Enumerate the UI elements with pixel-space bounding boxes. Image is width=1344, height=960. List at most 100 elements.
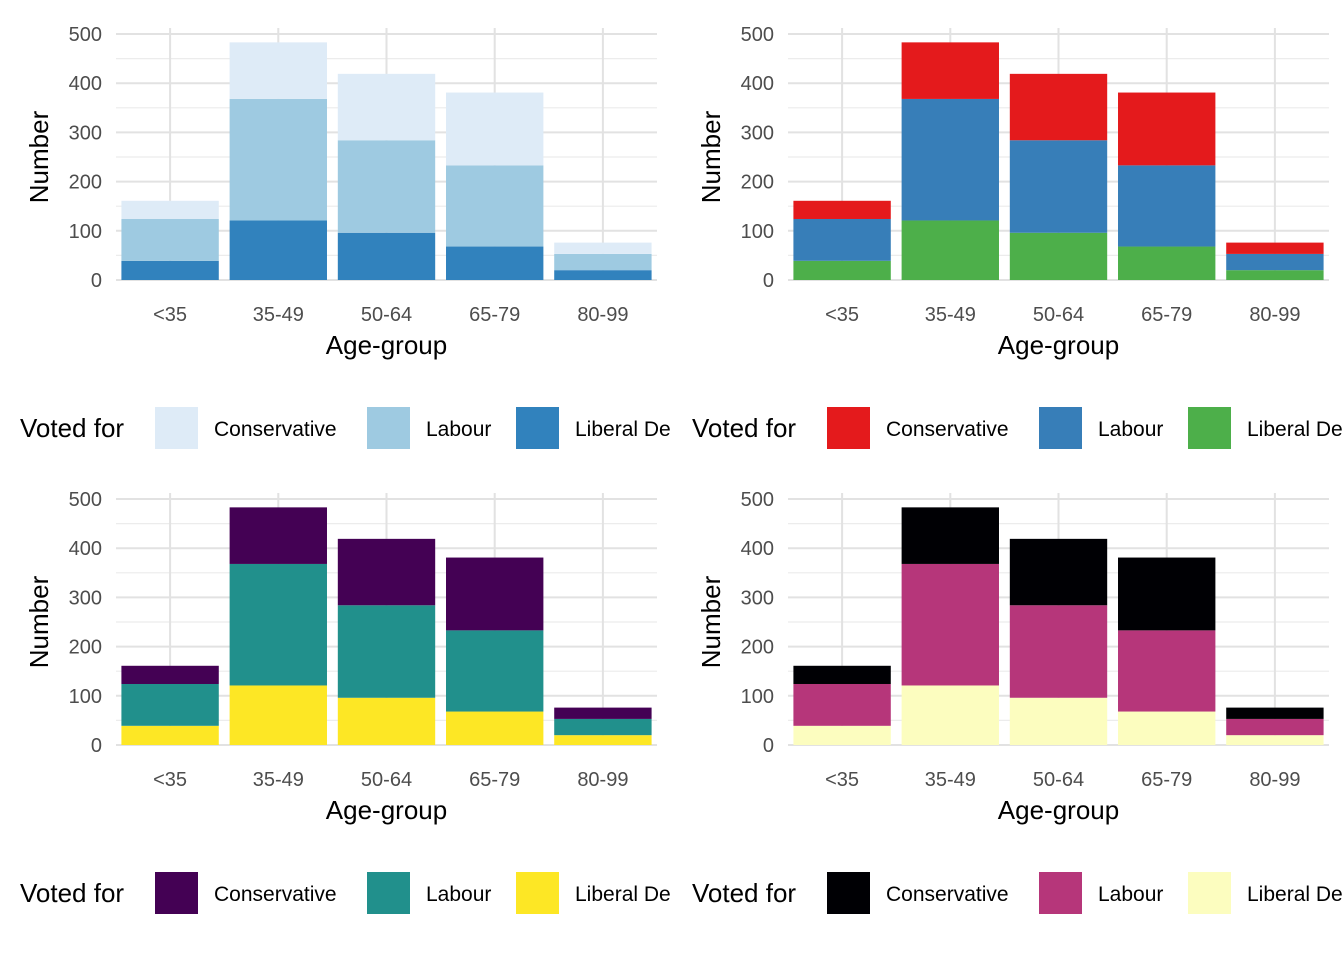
- bar-labour-lt35: [121, 218, 219, 261]
- y-tick-label: 0: [91, 270, 102, 292]
- bar-labour-80-99: [1226, 718, 1324, 736]
- bar-liberal-democrat-lt35: [793, 260, 891, 280]
- bar-labour-lt35: [121, 683, 219, 726]
- chart-svg: 0 100 200 300 400 500 <35 35-49 50-64 65-79 80-99 A…: [692, 489, 1344, 914]
- bar-labour-65-79: [1118, 165, 1216, 247]
- chart-svg: 0 100 200 300 400 500 <35 35-49 50-64 65-79 80-99 A…: [692, 24, 1344, 449]
- x-tick-label-lt35: <35: [825, 304, 859, 326]
- bar-conservative-50-64: [337, 538, 436, 606]
- bar-conservative-80-99: [1226, 707, 1324, 719]
- bar-labour-35-49: [229, 98, 327, 221]
- bar-labour-50-64: [1009, 140, 1108, 233]
- chart-panel-set1: 0 100 200 300 400 500 <35 35-49 50-64 65-79 80-99 A…: [672, 0, 1344, 480]
- bar-liberal-democrat-50-64: [337, 697, 436, 745]
- bar-conservative-65-79: [446, 92, 544, 166]
- bar-conservative-65-79: [1118, 557, 1216, 631]
- chart-svg: 0 100 200 300 400 500 <35 35-49 50-64 65-79 80-99 A…: [20, 489, 672, 914]
- bar-liberal-democrat-50-64: [1009, 697, 1108, 745]
- bar-conservative-50-64: [1009, 73, 1108, 141]
- bar-labour-80-99: [1226, 253, 1324, 271]
- bar-liberal-democrat-80-99: [1226, 270, 1324, 280]
- legend-label-conservative: Conservative: [214, 883, 337, 906]
- legend-key-conservative: [827, 407, 870, 449]
- y-tick-label: 300: [741, 122, 774, 144]
- bar-conservative-80-99: [1226, 242, 1324, 254]
- chart-svg: 0 100 200 300 400 500 <35 35-49 50-64 65-79 80-99 A…: [20, 24, 672, 449]
- x-tick-label-50-64: 50-64: [1033, 304, 1084, 326]
- chart-panel-blues: 0 100 200 300 400 500 <35 35-49 50-64 65-79 80-99 A…: [0, 0, 672, 480]
- bar-liberal-democrat-lt35: [121, 725, 219, 745]
- legend-label-conservative: Conservative: [886, 418, 1009, 441]
- y-axis-title: Number: [24, 110, 54, 203]
- bar-labour-50-64: [337, 140, 436, 233]
- x-tick-label-65-79: 65-79: [469, 304, 520, 326]
- x-tick-label-50-64: 50-64: [361, 304, 412, 326]
- bar-labour-65-79: [446, 630, 544, 712]
- legend-label-liberal-democrat: Liberal Democrat: [575, 418, 672, 441]
- bar-liberal-democrat-lt35: [121, 260, 219, 280]
- bar-conservative-50-64: [337, 73, 436, 141]
- x-axis-title: Age-group: [326, 795, 447, 825]
- bar-labour-50-64: [337, 605, 436, 698]
- bar-liberal-democrat-65-79: [446, 246, 544, 280]
- bar-labour-65-79: [446, 165, 544, 247]
- x-tick-label-65-79: 65-79: [1141, 304, 1192, 326]
- chart-panel-viridis: 0 100 200 300 400 500 <35 35-49 50-64 65-79 80-99 A…: [0, 465, 672, 945]
- bar-conservative-50-64: [1009, 538, 1108, 606]
- bar-conservative-lt35: [121, 665, 219, 684]
- y-axis-title: Number: [696, 110, 726, 203]
- bar-conservative-35-49: [901, 42, 999, 99]
- bar-conservative-65-79: [1118, 92, 1216, 166]
- y-tick-label: 300: [741, 587, 774, 609]
- legend-key-conservative: [155, 872, 198, 914]
- legend-label-conservative: Conservative: [214, 418, 337, 441]
- y-tick-label: 100: [741, 221, 774, 243]
- legend-label-labour: Labour: [426, 883, 491, 906]
- y-tick-label: 300: [69, 587, 102, 609]
- y-tick-label: 400: [69, 73, 102, 95]
- legend-key-liberal-democrat: [1188, 407, 1231, 449]
- legend-label-labour: Labour: [426, 418, 491, 441]
- bar-conservative-35-49: [229, 507, 327, 564]
- bar-labour-65-79: [1118, 630, 1216, 712]
- legend-label-liberal-democrat: Liberal Democrat: [575, 883, 672, 906]
- legend-label-liberal-democrat: Liberal Democrat: [1247, 418, 1344, 441]
- legend-key-liberal-democrat: [1188, 872, 1231, 914]
- legend-key-conservative: [155, 407, 198, 449]
- bar-liberal-democrat-80-99: [554, 735, 652, 745]
- x-tick-label-lt35: <35: [153, 304, 187, 326]
- y-axis-title: Number: [24, 575, 54, 668]
- y-tick-label: 500: [741, 24, 774, 46]
- bar-liberal-democrat-35-49: [901, 220, 999, 280]
- bar-labour-80-99: [554, 253, 652, 271]
- legend-title: Voted for: [692, 878, 796, 908]
- x-tick-label-80-99: 80-99: [577, 769, 628, 791]
- chart-panel-magma: 0 100 200 300 400 500 <35 35-49 50-64 65-79 80-99 A…: [672, 465, 1344, 945]
- y-tick-label: 200: [741, 637, 774, 659]
- bar-liberal-democrat-35-49: [229, 220, 327, 280]
- bar-labour-35-49: [901, 563, 999, 686]
- y-tick-label: 0: [763, 270, 774, 292]
- x-tick-label-65-79: 65-79: [469, 769, 520, 791]
- legend-title: Voted for: [20, 878, 124, 908]
- bar-labour-50-64: [1009, 605, 1108, 698]
- legend-label-liberal-democrat: Liberal Democrat: [1247, 883, 1344, 906]
- x-tick-label-50-64: 50-64: [1033, 769, 1084, 791]
- bar-conservative-35-49: [229, 42, 327, 99]
- legend-title: Voted for: [692, 413, 796, 443]
- legend-key-liberal-democrat: [516, 872, 559, 914]
- legend-key-conservative: [827, 872, 870, 914]
- legend-key-labour: [1039, 407, 1082, 449]
- x-axis-title: Age-group: [998, 795, 1119, 825]
- legend-key-liberal-democrat: [516, 407, 559, 449]
- bar-liberal-democrat-lt35: [793, 725, 891, 745]
- bar-liberal-democrat-50-64: [1009, 232, 1108, 280]
- y-tick-label: 100: [741, 686, 774, 708]
- bar-conservative-lt35: [121, 200, 219, 219]
- x-tick-label-35-49: 35-49: [253, 769, 304, 791]
- bar-liberal-democrat-65-79: [1118, 711, 1216, 745]
- y-tick-label: 400: [741, 73, 774, 95]
- bar-conservative-65-79: [446, 557, 544, 631]
- x-tick-label-80-99: 80-99: [1249, 769, 1300, 791]
- x-tick-label-80-99: 80-99: [577, 304, 628, 326]
